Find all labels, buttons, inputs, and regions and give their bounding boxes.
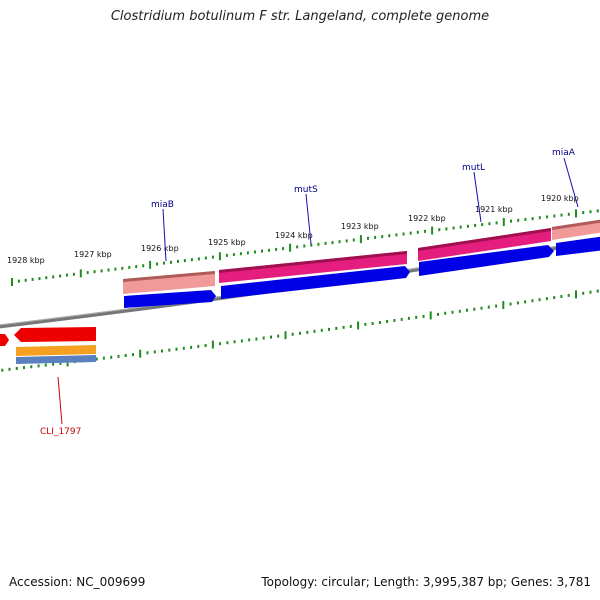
tick-label: 1924 kbp — [275, 231, 313, 240]
tick-label: 1925 kbp — [208, 238, 246, 247]
tick-label: 1920 kbp — [541, 194, 579, 203]
blue-feature-bar[interactable] — [16, 355, 96, 364]
map-title: Clostridium botulinum F str. Langeland, … — [110, 9, 490, 24]
inner-tick-ring — [1, 289, 599, 372]
tick-label-group: 1928 kbp 1927 kbp 1926 kbp 1925 kbp 1924 kbp… — [7, 194, 579, 265]
tick-label: 1927 kbp — [74, 250, 112, 259]
tick-label: 1921 kbp — [475, 205, 513, 214]
orange-feature-bar[interactable] — [16, 345, 96, 356]
gene-bar-muts[interactable] — [219, 251, 407, 283]
tick-label: 1923 kbp — [341, 222, 379, 231]
cds-arrow-muts[interactable] — [221, 266, 410, 299]
genome-summary-text: Topology: circular; Length: 3,995,387 bp… — [261, 575, 591, 589]
gene-label-miab[interactable]: miaB — [151, 200, 174, 210]
cds-arrow-left-edge[interactable] — [0, 334, 9, 346]
gene-label-mutl[interactable]: mutL — [462, 163, 485, 173]
leader-line-miaa — [563, 157, 579, 208]
outer-tick-ring — [11, 209, 599, 286]
gene-bar-miab-light[interactable] — [123, 271, 215, 294]
gene-label-miaa[interactable]: miaA — [552, 148, 576, 158]
gene-label-muts[interactable]: mutS — [294, 185, 318, 195]
cds-arrow-miab[interactable] — [124, 290, 216, 308]
tick-label: 1928 kbp — [7, 256, 45, 265]
gene-label-cli1797[interactable]: CLI_1797 — [40, 427, 81, 437]
gene-bar-miaa-light-top — [552, 219, 600, 230]
gene-bar-muts-top — [219, 251, 407, 273]
leader-line-cli1797 — [57, 376, 63, 425]
accession-text: Accession: NC_009699 — [9, 575, 146, 589]
tick-label: 1922 kbp — [408, 214, 446, 223]
tick-label: 1926 kbp — [141, 244, 179, 253]
gene-bar-mutl-top — [418, 228, 551, 251]
leader-line-mutl — [473, 171, 482, 223]
cds-arrow-cli1797[interactable] — [14, 327, 96, 342]
leader-line-miab — [162, 208, 167, 262]
gene-bar-mutl[interactable] — [418, 228, 551, 261]
gene-bar-miaa-light[interactable] — [552, 219, 600, 240]
cds-arrow-miaa[interactable] — [556, 236, 600, 256]
gene-bar-miab-light-top — [123, 271, 215, 282]
cds-arrow-mutl[interactable] — [419, 245, 554, 276]
leader-line-muts — [305, 193, 312, 245]
